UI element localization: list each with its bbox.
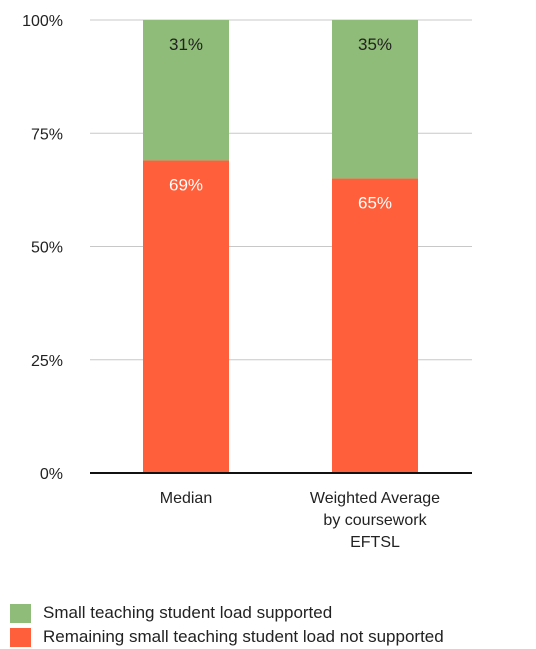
data-label: 35%	[358, 35, 392, 54]
legend-swatch-not-supported	[10, 627, 31, 647]
legend: Small teaching student load supported Re…	[10, 601, 444, 649]
data-label: 31%	[169, 35, 203, 54]
legend-item-not-supported: Remaining small teaching student load no…	[10, 625, 444, 649]
bar-segment-supported	[143, 20, 229, 161]
x-category-label: EFTSL	[350, 534, 400, 551]
y-axis-ticks: 0% 25% 50% 75% 100%	[22, 13, 63, 483]
y-tick-label: 25%	[31, 353, 63, 370]
x-category-label: by coursework	[323, 512, 427, 529]
stacked-bar-chart: 0% 25% 50% 75% 100% 69% 31% 65% 35% Median Weigh…	[22, 13, 472, 551]
y-tick-label: 75%	[31, 126, 63, 143]
legend-item-supported: Small teaching student load supported	[10, 601, 444, 625]
legend-label-not-supported: Remaining small teaching student load no…	[43, 627, 444, 646]
bar-segment-supported	[332, 20, 418, 179]
y-tick-label: 0%	[40, 466, 63, 483]
bar-segment-not-supported	[143, 160, 229, 473]
bars: 69% 31% 65% 35%	[143, 20, 418, 474]
legend-label-supported: Small teaching student load supported	[43, 603, 333, 622]
bar-segment-not-supported	[332, 178, 418, 474]
data-label: 69%	[169, 175, 203, 194]
data-label: 65%	[358, 194, 392, 213]
x-category-label: Median	[160, 490, 212, 507]
x-category-label: Weighted Average	[310, 490, 440, 507]
y-tick-label: 50%	[31, 240, 63, 257]
y-tick-label: 100%	[22, 13, 63, 30]
legend-swatch-supported	[10, 603, 31, 623]
x-axis-categories: Median Weighted Average by coursework EFTSL	[160, 490, 440, 551]
